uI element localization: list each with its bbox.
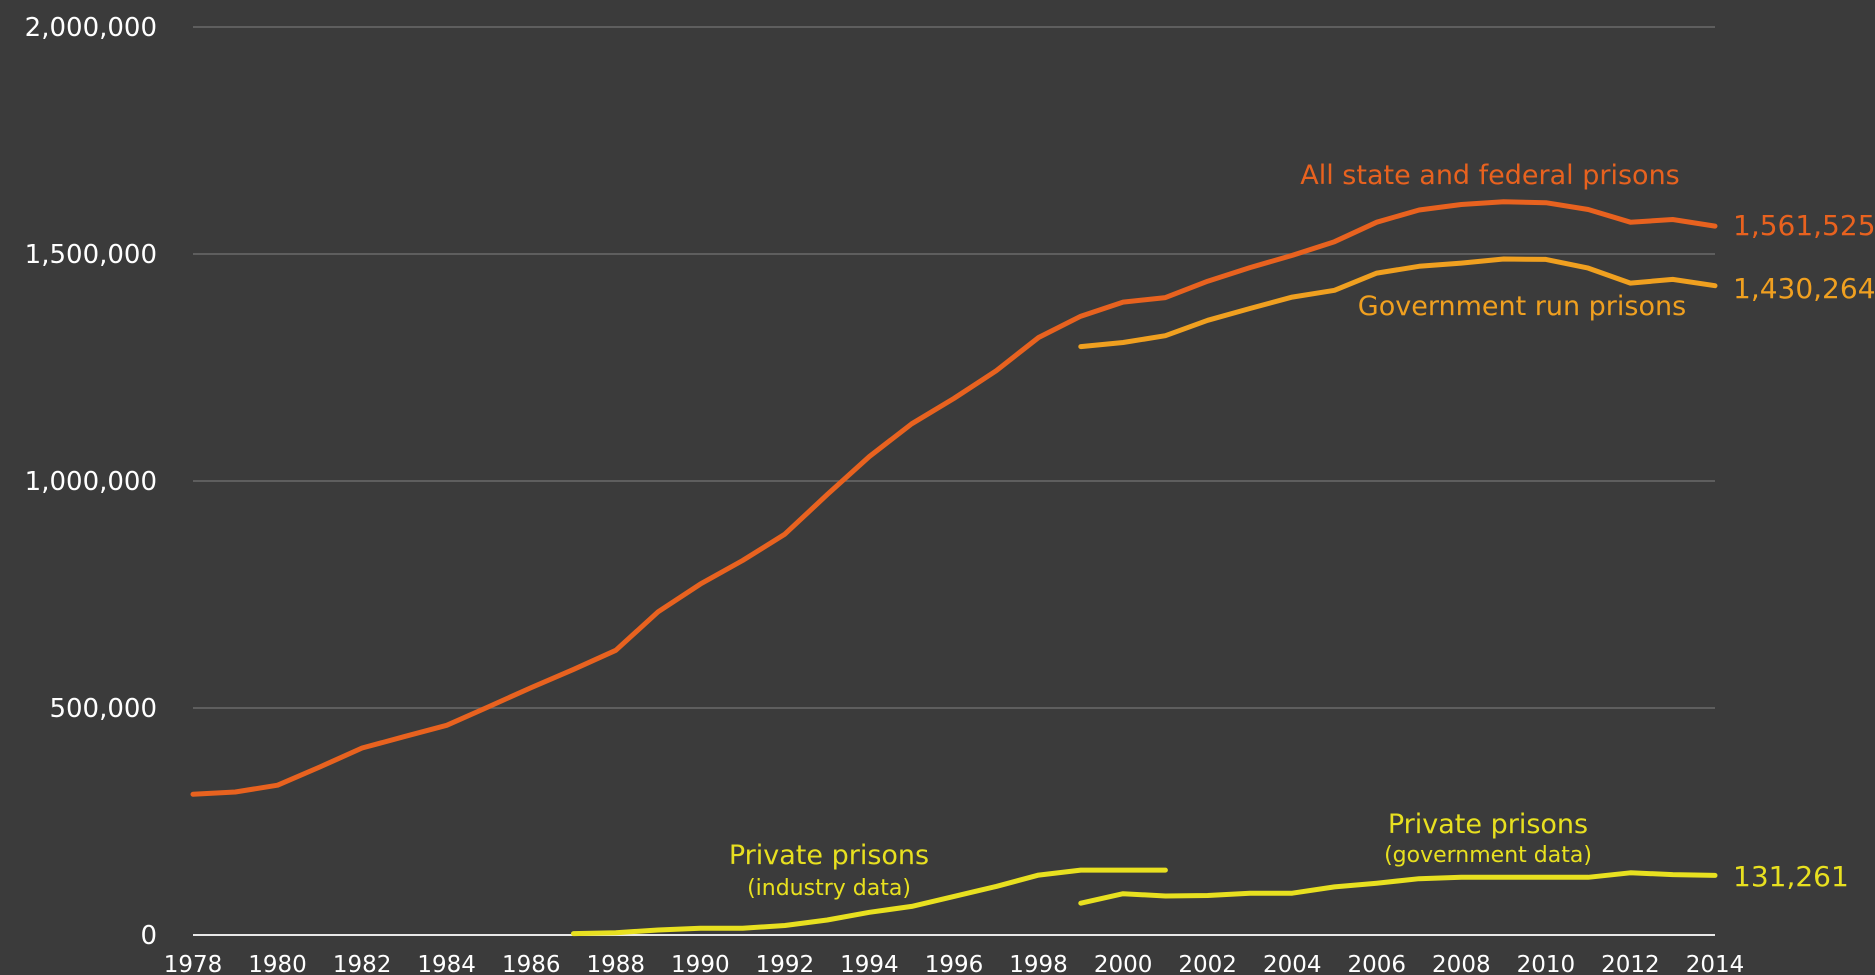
end-value-government-prisons: 1,430,264: [1733, 272, 1875, 305]
series-line-0: [190, 199, 1718, 797]
x-tick-label: 2002: [1178, 952, 1237, 975]
series-label-private-government: Private prisons: [1388, 809, 1588, 840]
y-axis-ticks: 0 500,000 1,000,000 1,500,000 2,000,000: [25, 13, 157, 951]
series-line-3: [1078, 870, 1718, 906]
x-axis-ticks: 1978 1980 1982 1984 1986 1988 1990 1992 1994 1996…: [164, 952, 1745, 975]
y-tick-label: 500,000: [49, 694, 157, 724]
series-labels: All state and federal prisons 1,561,525 …: [729, 160, 1875, 901]
x-tick-label: 2012: [1601, 952, 1660, 975]
x-tick-label: 1988: [587, 952, 646, 975]
y-tick-label: 0: [140, 921, 157, 951]
series-lines: [190, 199, 1718, 937]
grid-lines: [193, 26, 1715, 936]
x-tick-label: 2000: [1094, 952, 1153, 975]
x-tick-label: 1984: [417, 952, 476, 975]
y-tick-label: 1,500,000: [25, 240, 157, 270]
x-tick-label: 1998: [1009, 952, 1068, 975]
y-tick-label: 2,000,000: [25, 13, 157, 43]
series-line-2: [571, 867, 1168, 937]
x-tick-label: 1990: [671, 952, 730, 975]
x-tick-label: 1994: [840, 952, 899, 975]
series-line-1: [1078, 256, 1718, 350]
series-label-government-prisons: Government run prisons: [1358, 291, 1686, 322]
x-tick-label: 2006: [1348, 952, 1407, 975]
x-tick-label: 1996: [925, 952, 984, 975]
series-sublabel-private-industry: (industry data): [747, 876, 911, 901]
y-tick-label: 1,000,000: [25, 467, 157, 497]
series-sublabel-private-government: (government data): [1384, 843, 1592, 868]
x-tick-label: 2008: [1432, 952, 1491, 975]
x-tick-label: 2010: [1517, 952, 1576, 975]
end-value-all-prisons: 1,561,525: [1733, 209, 1875, 242]
x-tick-label: 1992: [756, 952, 815, 975]
x-tick-label: 1978: [164, 952, 223, 975]
x-tick-label: 2004: [1263, 952, 1322, 975]
x-tick-label: 1980: [248, 952, 307, 975]
series-label-all-prisons: All state and federal prisons: [1300, 160, 1680, 191]
x-tick-label: 1986: [502, 952, 561, 975]
series-label-private-industry: Private prisons: [729, 840, 929, 871]
x-tick-label: 2014: [1686, 952, 1745, 975]
end-value-private-government: 131,261: [1733, 860, 1849, 893]
x-tick-label: 1982: [333, 952, 392, 975]
